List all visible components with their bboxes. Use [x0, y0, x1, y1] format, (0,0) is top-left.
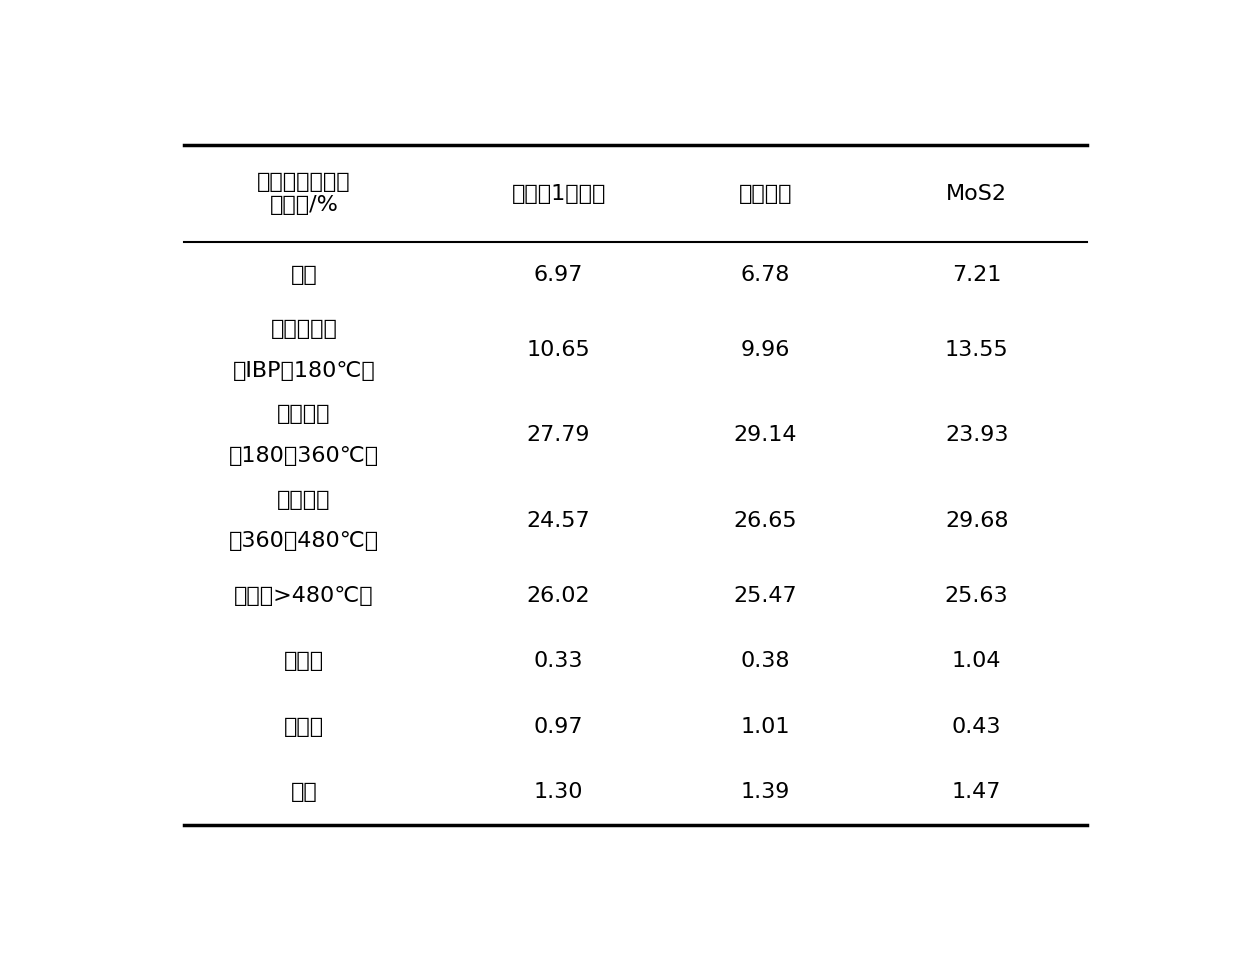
Text: 悬浮焦: 悬浮焦	[284, 652, 324, 671]
Text: 减压馏分: 减压馏分	[278, 490, 331, 510]
Text: 29.68: 29.68	[945, 511, 1008, 530]
Text: 26.65: 26.65	[733, 511, 797, 530]
Text: MoS2: MoS2	[946, 183, 1007, 203]
Text: 0.97: 0.97	[534, 716, 583, 736]
Text: 10.65: 10.65	[527, 340, 590, 360]
Text: 25.47: 25.47	[733, 586, 797, 606]
Text: 0.43: 0.43	[952, 716, 1002, 736]
Text: 实施例1催化剂: 实施例1催化剂	[511, 183, 606, 203]
Text: 6.78: 6.78	[740, 264, 790, 284]
Text: 9.96: 9.96	[740, 340, 790, 360]
Text: 1.47: 1.47	[952, 782, 1002, 802]
Text: 产物分布（质量
分数）/%: 产物分布（质量 分数）/%	[257, 172, 351, 215]
Text: 13.55: 13.55	[945, 340, 1008, 360]
Text: 25.63: 25.63	[945, 586, 1008, 606]
Text: 6.97: 6.97	[534, 264, 583, 284]
Text: 0.33: 0.33	[534, 652, 583, 671]
Text: 1.30: 1.30	[534, 782, 583, 802]
Text: 总焦: 总焦	[290, 782, 317, 802]
Text: 1.01: 1.01	[740, 716, 790, 736]
Text: （IBP～180℃）: （IBP～180℃）	[233, 361, 376, 381]
Text: 气体: 气体	[290, 264, 317, 284]
Text: （360～480℃）: （360～480℃）	[229, 531, 379, 551]
Text: 0.38: 0.38	[740, 652, 790, 671]
Text: 23.93: 23.93	[945, 425, 1008, 445]
Text: 7.21: 7.21	[952, 264, 1002, 284]
Text: 沉积焦: 沉积焦	[284, 716, 324, 736]
Text: （180～360℃）: （180～360℃）	[229, 446, 379, 466]
Text: 1.39: 1.39	[740, 782, 790, 802]
Text: 24.57: 24.57	[527, 511, 590, 530]
Text: 环烷酸钼: 环烷酸钼	[739, 183, 792, 203]
Text: 26.02: 26.02	[527, 586, 590, 606]
Text: 1.04: 1.04	[952, 652, 1002, 671]
Text: 石脑油馏分: 石脑油馏分	[270, 319, 337, 339]
Text: 29.14: 29.14	[734, 425, 797, 445]
Text: 27.79: 27.79	[527, 425, 590, 445]
Text: 尾油（>480℃）: 尾油（>480℃）	[234, 586, 373, 606]
Text: 柴油馏分: 柴油馏分	[278, 405, 331, 424]
